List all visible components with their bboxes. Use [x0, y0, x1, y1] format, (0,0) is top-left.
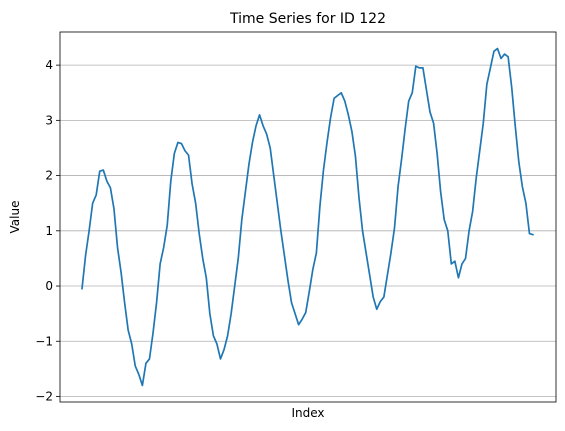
y-tick-label: 1 [45, 224, 53, 238]
y-tick-label: −2 [35, 389, 53, 403]
y-tick-label: 4 [45, 58, 53, 72]
chart-title: Time Series for ID 122 [229, 11, 386, 27]
y-tick-label: 2 [45, 169, 53, 183]
y-tick-label: −1 [35, 334, 53, 348]
y-tick-label: 3 [45, 113, 53, 127]
series-layer [81, 47, 534, 387]
y-tick-label: 0 [45, 279, 53, 293]
y-axis-label: Value [8, 201, 22, 234]
series-line [81, 47, 534, 387]
grid-lines [60, 64, 556, 397]
plot-frame [59, 31, 557, 403]
x-axis-label: Index [291, 406, 324, 420]
y-axis-ticks: −2 −1 0 1 2 3 4 [35, 58, 60, 403]
